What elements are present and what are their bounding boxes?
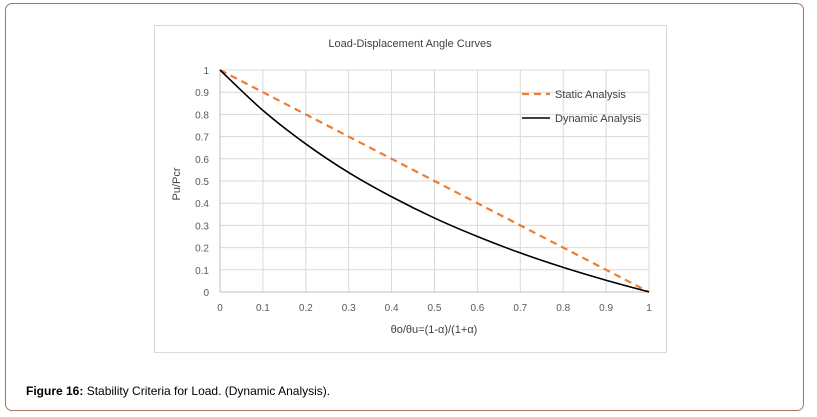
series-line-dynamic-analysis: [219, 69, 650, 293]
x-tick-label: 0.1: [256, 303, 270, 314]
x-axis-label: θo/θu=(1-α)/(1+α): [391, 324, 478, 336]
legend-label: Static Analysis: [555, 89, 626, 101]
y-tick-label: 0.9: [195, 88, 209, 99]
legend: Static Analysis Dynamic Analysis: [522, 89, 642, 125]
figure-caption: Figure 16: Stability Criteria for Load. …: [26, 384, 330, 398]
x-tick-label: 0.2: [299, 303, 313, 314]
x-tick-label: 0.5: [428, 303, 442, 314]
x-tick-label: 0.6: [470, 303, 484, 314]
y-tick-label: 0.4: [195, 199, 209, 210]
chart-frame: [154, 25, 667, 353]
y-tick-label: 1: [203, 66, 209, 77]
y-tick-label: 0.1: [195, 266, 209, 277]
y-tick-label: 0.8: [195, 110, 209, 121]
series-line-static-analysis: [219, 69, 650, 293]
x-tick-label: 0.3: [342, 303, 356, 314]
y-tick-label: 0.3: [195, 221, 209, 232]
chart-title: Load-Displacement Angle Curves: [328, 38, 492, 50]
legend-label: Dynamic Analysis: [555, 113, 642, 125]
tick-labels: 0 0.1 0.2 0.3 0.4 0.5 0.6 0.7 0.8 0.9 1 0 0.1 0.2 0.3 0…: [195, 66, 652, 314]
x-tick-label: 0.9: [599, 303, 613, 314]
figure-caption-label: Figure 16:: [26, 384, 84, 398]
y-tick-label: 0.7: [195, 133, 209, 144]
y-tick-label: 0.6: [195, 155, 209, 166]
y-tick-label: 0.2: [195, 244, 209, 255]
y-tick-label: 0.5: [195, 177, 209, 188]
axes: [219, 70, 649, 293]
x-tick-label: 0.7: [513, 303, 527, 314]
x-tick-label: 0.4: [385, 303, 399, 314]
x-tick-label: 0.8: [556, 303, 570, 314]
y-tick-label: 0: [203, 288, 209, 299]
x-tick-label: 0: [217, 303, 223, 314]
figure-caption-text: Stability Criteria for Load. (Dynamic An…: [83, 384, 331, 398]
x-tick-label: 1: [646, 303, 652, 314]
series-lines: [219, 69, 650, 293]
y-axis-label: Pu/Pcr: [171, 167, 183, 200]
grid-lines: [220, 69, 650, 292]
